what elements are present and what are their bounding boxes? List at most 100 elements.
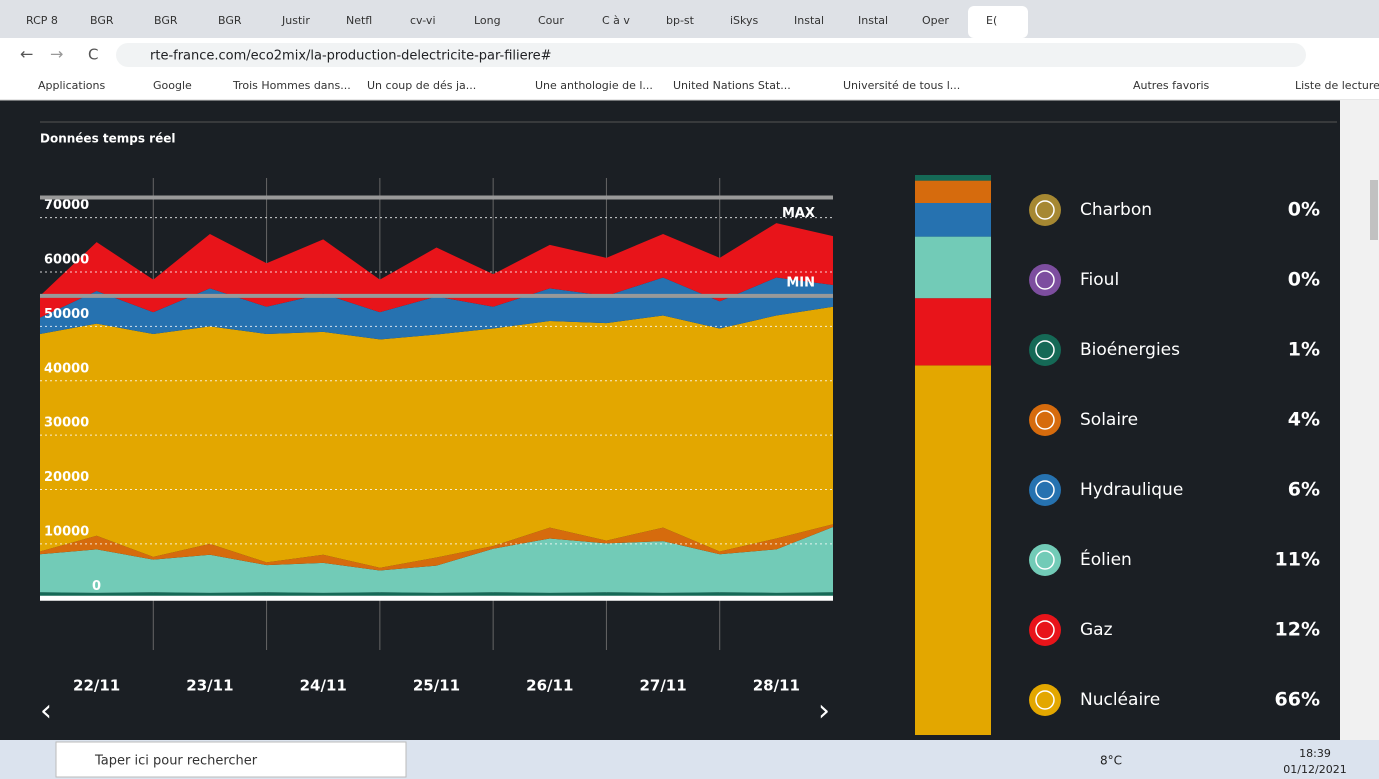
bar-segment xyxy=(915,236,991,299)
tab[interactable]: iSkys xyxy=(730,14,759,27)
legend-label: Hydraulique xyxy=(1080,480,1183,500)
bookmark[interactable]: Google xyxy=(153,79,192,92)
area xyxy=(40,277,833,340)
legend-value: 6% xyxy=(1288,479,1320,501)
prev-arrow[interactable]: ‹ xyxy=(40,694,52,729)
search-box[interactable] xyxy=(55,741,407,778)
address-bar[interactable] xyxy=(116,43,1306,67)
bookmark[interactable]: United Nations Stat... xyxy=(673,79,791,92)
tab[interactable]: cv-vi xyxy=(410,14,436,27)
legend-icon xyxy=(1029,404,1061,436)
legend-value: 4% xyxy=(1288,409,1320,431)
legend-icon xyxy=(1029,684,1061,716)
tab[interactable]: Cour xyxy=(538,14,564,27)
legend-icon-ring xyxy=(1035,620,1055,640)
legend-value: 11% xyxy=(1275,549,1320,571)
legend-icon xyxy=(1029,194,1061,226)
legend-value: 1% xyxy=(1288,339,1320,361)
tab[interactable]: Oper xyxy=(922,14,949,27)
weather: 8°C xyxy=(1100,754,1122,768)
tab[interactable]: Netfl xyxy=(346,14,372,27)
legend-label: Éolien xyxy=(1080,548,1132,570)
legend-icon xyxy=(1029,474,1061,506)
x-tick-label: 23/11 xyxy=(186,677,233,695)
legend-label: Nucléaire xyxy=(1080,690,1160,710)
y-tick-label: 40000 xyxy=(44,361,89,376)
legend-label: Fioul xyxy=(1080,270,1119,290)
tab[interactable]: E( xyxy=(986,14,997,27)
y-tick-label: 10000 xyxy=(44,524,89,539)
reference-label: MIN xyxy=(786,275,815,290)
y-tick-label: 20000 xyxy=(44,470,89,485)
legend-label: Solaire xyxy=(1080,410,1138,430)
bookmark[interactable]: Un coup de dés ja... xyxy=(367,79,476,92)
y-tick-label: 30000 xyxy=(44,416,89,431)
legend-icon-ring xyxy=(1035,550,1055,570)
url: rte-france.com/eco2mix/la-production-del… xyxy=(150,49,552,64)
tab[interactable]: Instal xyxy=(858,14,888,27)
bar-segment xyxy=(915,203,991,237)
tab[interactable]: BGR xyxy=(154,14,178,27)
legend-icon xyxy=(1029,264,1061,296)
bookmark[interactable]: Trois Hommes dans... xyxy=(232,79,351,92)
legend-icon-ring xyxy=(1035,480,1055,500)
legend-icon xyxy=(1029,544,1061,576)
x-tick-label: 22/11 xyxy=(73,677,120,695)
tab[interactable]: Long xyxy=(474,14,501,27)
legend-icon-ring xyxy=(1035,270,1055,290)
bookmark[interactable]: Liste de lecture xyxy=(1295,79,1379,92)
tab[interactable]: C à v xyxy=(602,14,630,27)
legend-icon-ring xyxy=(1035,410,1055,430)
y-tick-label: 60000 xyxy=(44,253,89,268)
legend-value: 12% xyxy=(1275,619,1320,641)
bar-segment xyxy=(915,298,991,366)
bookmark[interactable]: Applications xyxy=(38,79,105,92)
tab-strip xyxy=(0,0,1379,38)
legend-label: Charbon xyxy=(1080,200,1152,220)
legend-label: Gaz xyxy=(1080,620,1113,640)
bar-segment xyxy=(915,365,991,735)
tab[interactable]: BGR xyxy=(90,14,114,27)
area xyxy=(40,524,833,571)
bookmark[interactable]: Autres favoris xyxy=(1133,79,1210,92)
legend-icon xyxy=(1029,614,1061,646)
legend-icon-ring xyxy=(1035,690,1055,710)
bar-segment xyxy=(915,180,991,203)
section-title: Données temps réel xyxy=(40,132,176,146)
forward-button[interactable]: → xyxy=(50,45,63,64)
tab[interactable]: Justir xyxy=(281,14,310,27)
bookmark[interactable]: Université de tous l... xyxy=(843,79,960,92)
date: 01/12/2021 xyxy=(1283,763,1346,776)
bookmarks-bar xyxy=(0,72,1379,100)
tab[interactable]: RCP 8 xyxy=(26,14,58,27)
bar-segment xyxy=(915,175,991,181)
x-tick-label: 28/11 xyxy=(753,677,800,695)
area xyxy=(40,306,833,568)
clock: 18:39 xyxy=(1299,747,1331,760)
back-button[interactable]: ← xyxy=(20,45,33,64)
tab[interactable]: BGR xyxy=(218,14,242,27)
x-tick-label: 24/11 xyxy=(300,677,347,695)
y-tick-label: 0 xyxy=(92,579,101,594)
tab[interactable]: Instal xyxy=(794,14,824,27)
area xyxy=(40,527,833,593)
active-tab[interactable] xyxy=(968,6,1028,38)
x-tick-label: 25/11 xyxy=(413,677,460,695)
x-tick-label: 27/11 xyxy=(639,677,686,695)
legend-label: Bioénergies xyxy=(1080,340,1180,360)
tab[interactable]: bp-st xyxy=(666,14,695,27)
legend-icon-ring xyxy=(1035,340,1055,360)
x-tick-label: 26/11 xyxy=(526,677,573,695)
reference-label: MAX xyxy=(782,206,815,221)
legend-icon xyxy=(1029,334,1061,366)
search-text: Taper ici pour rechercher xyxy=(94,754,258,769)
y-tick-label: 50000 xyxy=(44,307,89,322)
next-arrow[interactable]: › xyxy=(818,694,830,729)
scroll-thumb[interactable] xyxy=(1370,180,1378,240)
reload-button[interactable]: C xyxy=(88,46,98,64)
legend-icon-ring xyxy=(1035,200,1055,220)
legend-value: 0% xyxy=(1288,199,1320,221)
bookmark[interactable]: Une anthologie de l... xyxy=(535,79,653,92)
